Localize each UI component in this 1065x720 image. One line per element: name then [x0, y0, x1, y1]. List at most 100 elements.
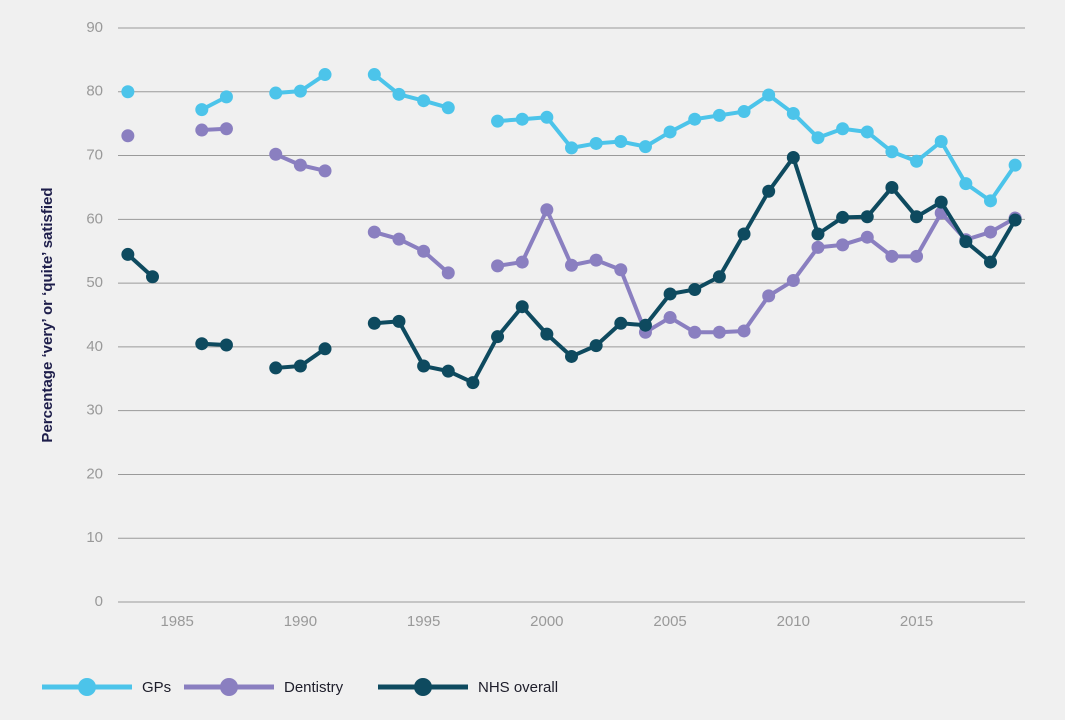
point — [762, 289, 776, 303]
point — [589, 253, 603, 267]
point — [589, 136, 603, 150]
point — [836, 210, 850, 224]
point — [885, 145, 899, 159]
point — [737, 105, 751, 119]
point — [195, 123, 209, 137]
point — [614, 135, 628, 149]
y-tick-label: 50 — [86, 274, 103, 291]
point — [491, 330, 505, 344]
y-tick-label: 10 — [86, 529, 103, 546]
point — [712, 108, 726, 122]
y-tick-label: 40 — [86, 338, 103, 355]
legend-marker — [220, 678, 238, 696]
x-tick-label: 1995 — [407, 613, 440, 630]
point — [121, 247, 135, 261]
point — [269, 147, 283, 161]
point — [417, 94, 431, 108]
point — [836, 122, 850, 136]
point — [293, 84, 307, 98]
point — [712, 270, 726, 284]
point — [786, 274, 800, 288]
point — [540, 203, 554, 217]
y-tick-label: 20 — [86, 465, 103, 482]
point — [983, 255, 997, 269]
point — [688, 112, 702, 126]
point — [638, 318, 652, 332]
point — [269, 86, 283, 100]
point — [614, 263, 628, 277]
point — [540, 327, 554, 341]
point — [515, 300, 529, 314]
legend-label: Dentistry — [284, 679, 344, 696]
y-axis-label: Percentage ‘very’ or ‘quite’ satisfied — [39, 187, 56, 442]
point — [121, 129, 135, 143]
point — [195, 103, 209, 117]
point — [318, 342, 332, 356]
point — [318, 68, 332, 82]
point — [786, 150, 800, 164]
point — [565, 141, 578, 155]
point — [219, 90, 233, 104]
point — [441, 101, 455, 115]
point — [786, 106, 800, 120]
point — [392, 314, 406, 328]
point — [441, 266, 455, 280]
point — [934, 135, 948, 149]
series-line — [126, 155, 1017, 385]
point — [367, 316, 381, 330]
point — [219, 338, 233, 352]
point — [367, 225, 381, 239]
y-tick-label: 70 — [86, 147, 103, 164]
point — [392, 87, 406, 101]
y-tick-label: 30 — [86, 402, 103, 419]
point — [811, 227, 825, 241]
y-tick-label: 90 — [86, 19, 103, 36]
point — [811, 240, 825, 254]
point — [959, 177, 973, 191]
point — [1008, 213, 1022, 227]
point — [836, 238, 850, 252]
point — [688, 325, 702, 339]
point — [589, 339, 603, 353]
point — [565, 258, 578, 272]
y-tick-label: 0 — [95, 593, 103, 610]
legend-marker — [414, 678, 432, 696]
point — [293, 158, 307, 172]
legend-label: GPs — [142, 679, 171, 696]
legend-marker — [78, 678, 96, 696]
point — [491, 259, 505, 273]
point — [318, 164, 332, 178]
point — [614, 316, 628, 330]
point — [121, 85, 135, 99]
point — [737, 227, 751, 241]
point — [195, 337, 209, 351]
point — [688, 282, 702, 296]
point — [1008, 158, 1022, 172]
point — [417, 244, 431, 258]
point — [860, 230, 874, 244]
point — [885, 180, 899, 194]
point — [663, 311, 677, 325]
point — [910, 154, 924, 168]
point — [392, 232, 406, 246]
point — [737, 324, 751, 338]
point — [540, 110, 554, 124]
point — [269, 361, 283, 375]
legend-label: NHS overall — [478, 679, 558, 696]
point — [638, 140, 652, 154]
point — [983, 225, 997, 239]
y-tick-label: 80 — [86, 83, 103, 100]
point — [934, 195, 948, 209]
point — [762, 184, 776, 198]
point — [515, 112, 529, 126]
point — [146, 270, 160, 284]
point — [983, 194, 997, 208]
x-tick-label: 2010 — [777, 613, 810, 630]
point — [811, 131, 825, 145]
point — [219, 122, 233, 136]
point — [959, 235, 973, 249]
point — [663, 287, 677, 301]
x-tick-label: 1985 — [160, 613, 193, 630]
y-tick-label: 60 — [86, 210, 103, 227]
